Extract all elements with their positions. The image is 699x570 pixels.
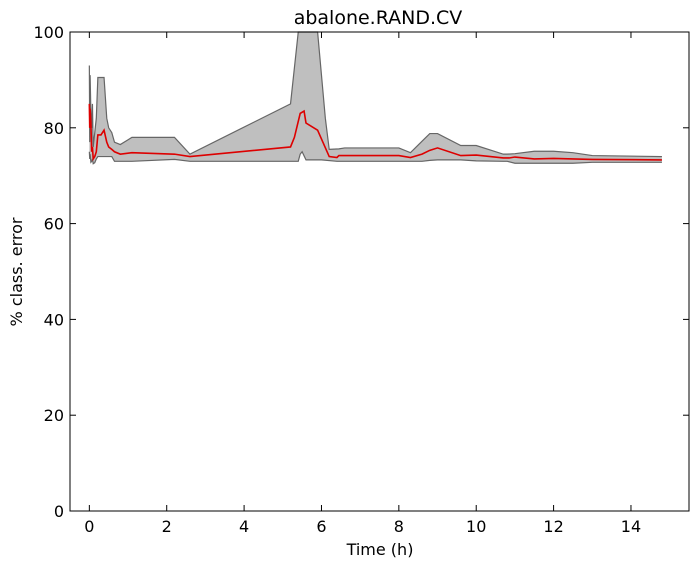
y-tick-label: 60 [44, 215, 64, 234]
chart-title: abalone.RAND.CV [294, 7, 463, 29]
y-tick-label: 100 [33, 23, 64, 42]
x-axis-label: Time (h) [346, 540, 414, 559]
x-tick-label: 6 [316, 517, 326, 536]
x-tick-label: 8 [394, 517, 404, 536]
y-tick-label: 20 [44, 406, 64, 425]
x-tick-label: 10 [466, 517, 486, 536]
upper-bound-line [88, 31, 662, 158]
y-tick-label: 40 [44, 310, 64, 329]
error-band [89, 32, 662, 164]
x-tick-label: 2 [162, 517, 172, 536]
plot-frame [69, 31, 690, 512]
x-tick-label: 12 [543, 517, 563, 536]
tick-layer: 0 2 4 6 8 10 12 14 0 20 40 60 80 100 [33, 23, 689, 536]
x-tick-label: 4 [239, 517, 249, 536]
y-tick-label: 80 [44, 119, 64, 138]
lower-bound-line [88, 150, 662, 165]
y-tick-label: 0 [54, 502, 64, 521]
y-axis-label: % class. error [7, 217, 26, 326]
x-tick-label: 14 [621, 517, 641, 536]
mean-error-line [88, 103, 662, 162]
band-layer [89, 32, 662, 164]
x-tick-label: 0 [84, 517, 94, 536]
